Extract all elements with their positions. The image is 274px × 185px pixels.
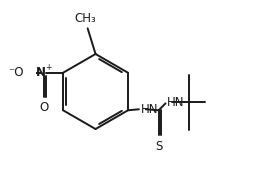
Text: ⁻O: ⁻O — [8, 66, 24, 79]
Text: O: O — [39, 101, 48, 114]
Text: +: + — [45, 63, 52, 72]
Text: HN: HN — [167, 96, 184, 109]
Text: HN: HN — [141, 103, 158, 116]
Text: S: S — [155, 140, 162, 153]
Text: CH₃: CH₃ — [75, 12, 96, 25]
Text: N: N — [36, 66, 46, 79]
